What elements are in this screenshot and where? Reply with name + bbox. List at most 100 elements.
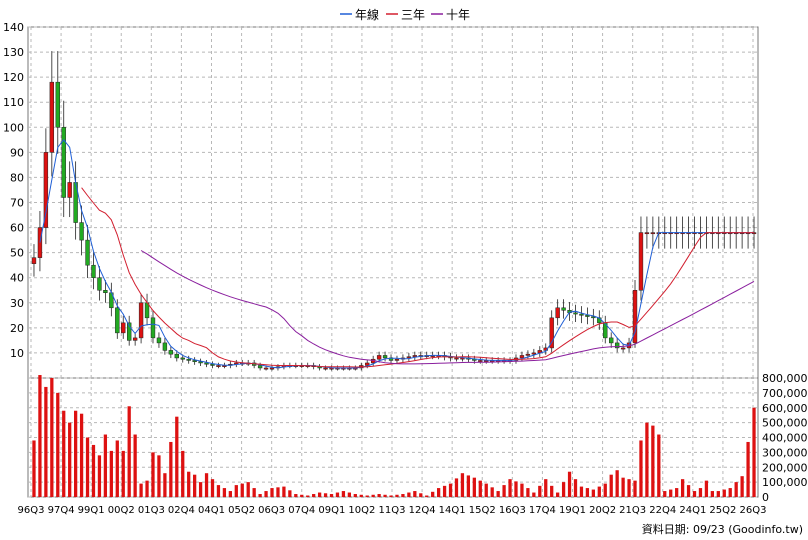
- candle-down: [573, 312, 578, 315]
- volume-bar: [276, 487, 280, 497]
- candle-up: [43, 152, 49, 228]
- volume-bar: [216, 485, 221, 497]
- volume-bar: [109, 450, 113, 497]
- volume-bar: [746, 441, 750, 497]
- volume-bar: [669, 489, 673, 497]
- x-tick-label: 19Q1: [559, 505, 586, 516]
- candle-up: [67, 182, 72, 198]
- candle-up: [549, 317, 554, 349]
- volume-bar: [38, 375, 42, 497]
- volume-bar: [210, 479, 215, 497]
- volume-bar: [234, 485, 238, 497]
- price-axis: 10 20 30 40 50 60 70 80 90 100 110 120 130 140: [3, 21, 24, 360]
- candle-down: [561, 307, 566, 311]
- volume-bar: [127, 406, 131, 497]
- price-tick-label: 20: [10, 322, 24, 335]
- x-tick-label: 10Q2: [348, 505, 375, 516]
- price-tick-label: 120: [3, 71, 24, 84]
- moving-average-lines: [39, 138, 755, 369]
- volume-bar: [56, 392, 60, 497]
- volume-bar: [680, 479, 685, 497]
- volume-tick-label: 100,000: [762, 476, 808, 489]
- volume-bar: [520, 483, 524, 497]
- volume-bar: [478, 480, 482, 497]
- volume-bar: [282, 486, 286, 497]
- price-tick-label: 30: [10, 297, 24, 310]
- volume-bar: [704, 480, 709, 497]
- candle-up: [138, 302, 144, 339]
- candle-up: [525, 353, 531, 356]
- volume-bar: [472, 477, 476, 497]
- candle-down: [192, 360, 197, 362]
- volume-bar: [698, 488, 703, 497]
- volume-bar: [306, 495, 310, 497]
- volume-bar: [181, 450, 185, 497]
- volume-tick-label: 300,000: [762, 446, 808, 459]
- volume-bar: [740, 476, 744, 497]
- candle-up: [406, 356, 412, 359]
- candle-down: [103, 290, 108, 294]
- volume-tick-label: 500,000: [762, 417, 808, 430]
- volume-bar: [68, 422, 72, 497]
- volume-bar: [526, 488, 530, 497]
- price-tick-label: 60: [10, 222, 24, 235]
- volume-bar: [187, 471, 191, 497]
- volume-bar: [323, 493, 328, 497]
- price-tick-label: 80: [10, 171, 24, 184]
- volume-bar: [609, 474, 613, 497]
- volume-bar: [508, 479, 512, 497]
- candle-down: [579, 313, 584, 316]
- candle-down: [180, 357, 185, 360]
- x-tick-label: 01Q3: [138, 505, 165, 516]
- x-tick-label: 99Q1: [78, 505, 105, 516]
- volume-bar: [115, 440, 119, 497]
- volume-bar: [395, 494, 399, 497]
- volume-bar: [722, 489, 726, 497]
- x-axis: 96Q3 97Q4 99Q1 00Q2 01Q3 02Q4 04Q1 05Q2 06Q3 07Q4…: [18, 505, 767, 516]
- candle-down: [61, 127, 66, 198]
- candle-down: [174, 353, 179, 359]
- volume-bar: [353, 494, 357, 497]
- volume-bar: [97, 455, 102, 497]
- volume-bar: [490, 487, 494, 497]
- candle-down: [55, 81, 60, 128]
- volume-bar: [692, 491, 697, 497]
- volume-bar: [240, 483, 244, 497]
- volume-bar: [193, 474, 197, 497]
- volume-bar: [389, 495, 393, 497]
- volume-bar: [204, 473, 209, 497]
- candle-up: [478, 360, 483, 362]
- ma-10yr-line: [140, 250, 755, 365]
- x-tick-label: 09Q1: [318, 505, 345, 516]
- volume-bar: [91, 444, 96, 497]
- volume-bars: [32, 375, 756, 497]
- volume-bar: [591, 489, 595, 497]
- volume-bar: [401, 494, 405, 497]
- volume-bar: [377, 494, 381, 497]
- data-date-footer: 資料日期: 09/23 (Goodinfo.tw): [642, 522, 803, 536]
- volume-bar: [73, 410, 78, 497]
- volume-bar: [228, 491, 232, 497]
- volume-tick-label: 800,000: [762, 372, 808, 385]
- volume-tick-label: 0: [762, 491, 769, 504]
- volume-bar: [121, 450, 125, 497]
- volume-tick-label: 700,000: [762, 387, 808, 400]
- volume-bar: [442, 485, 447, 497]
- x-tick-label: 12Q4: [409, 505, 436, 516]
- volume-bar: [365, 495, 369, 497]
- volume-bar: [663, 491, 667, 497]
- volume-bar: [264, 491, 268, 497]
- x-tick-label: 14Q1: [439, 505, 466, 516]
- candle-down: [162, 342, 168, 351]
- volume-bar: [454, 478, 459, 497]
- volume-bar: [561, 482, 566, 497]
- x-tick-label: 11Q3: [379, 505, 406, 516]
- volume-bar: [175, 416, 179, 497]
- volume-bar: [413, 491, 417, 497]
- x-tick-label: 02Q4: [168, 505, 195, 516]
- candle-up: [638, 232, 644, 291]
- volume-bar: [603, 483, 607, 497]
- price-tick-label: 40: [10, 272, 24, 285]
